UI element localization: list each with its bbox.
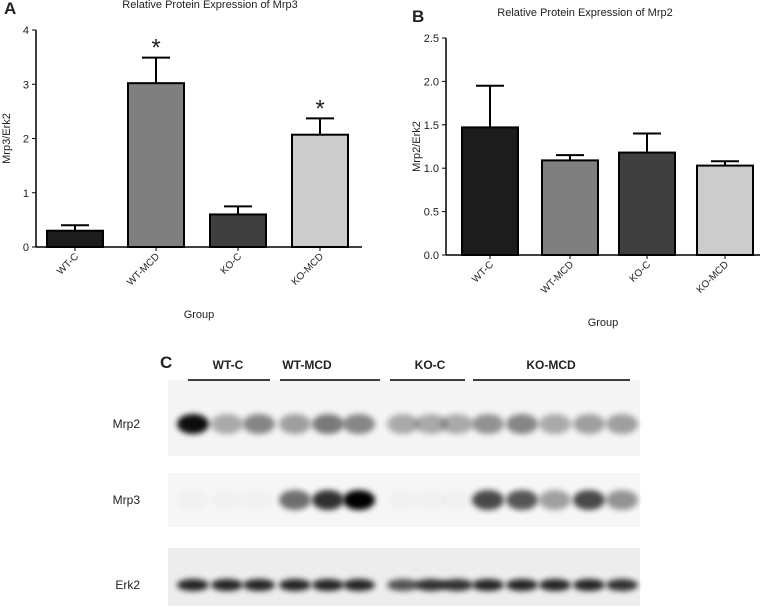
blot-band: [343, 414, 375, 434]
x-tick-label: WT-C: [55, 251, 81, 277]
group-label: KO-C: [415, 358, 446, 372]
blot-band: [415, 414, 447, 434]
panel-label: A: [4, 0, 16, 18]
bar: [291, 133, 349, 248]
x-axis-label: Group: [588, 317, 619, 329]
significance-mark: *: [315, 95, 324, 122]
y-axis-label: Mrp3/Erk2: [1, 113, 13, 164]
y-tick-label: 0.5: [424, 207, 439, 219]
blot-band: [211, 414, 243, 434]
blot-band: [573, 490, 605, 510]
blot-band: [539, 490, 571, 510]
blot-band: [387, 490, 419, 510]
y-tick-label: 2.0: [424, 76, 439, 88]
y-tick-label: 0: [23, 242, 29, 254]
y-tick-label: 3: [23, 79, 29, 91]
blot-band: [279, 490, 311, 510]
blot-band: [441, 579, 473, 591]
x-tick-label: WT-MCD: [125, 251, 162, 288]
bar: [209, 213, 267, 248]
blot-band: [312, 414, 344, 434]
blot-band: [506, 414, 538, 434]
blot-band: [387, 414, 419, 434]
bar: [696, 164, 754, 256]
blot-band: [343, 490, 375, 510]
y-tick-label: 0.0: [424, 250, 439, 262]
blot-strip: [168, 548, 640, 606]
blot-band: [415, 579, 447, 591]
blot-band: [312, 490, 344, 510]
bar: [618, 151, 676, 257]
blot-band: [243, 579, 275, 591]
x-axis-label: Group: [184, 309, 215, 321]
bar: [127, 82, 185, 249]
blot-band: [472, 579, 504, 591]
blot-band: [506, 579, 538, 591]
y-tick-label: 1.5: [424, 120, 439, 132]
blot-band: [279, 579, 311, 591]
row-label: Mrp3: [113, 493, 141, 507]
blot-band: [472, 490, 504, 510]
blot-band: [279, 414, 311, 434]
blot-band: [606, 579, 638, 591]
blot-band: [243, 414, 275, 434]
bar: [541, 159, 599, 256]
bar: [461, 126, 519, 256]
blot-band: [211, 490, 243, 510]
blot-band: [177, 414, 209, 434]
y-tick-label: 2: [23, 134, 29, 146]
group-label: WT-MCD: [282, 358, 332, 372]
western-blot: WT-C WT-MCD KO-C KO-MCD Mrp2 Mrp3 Erk2: [113, 358, 640, 606]
row-label: Mrp2: [113, 417, 141, 431]
y-axis-label: Mrp2/Erk2: [411, 121, 423, 172]
x-tick-label: WT-C: [470, 259, 496, 285]
x-tick-label: KO-C: [628, 259, 653, 284]
blot-band: [606, 414, 638, 434]
x-tick-label: KO-MCD: [695, 259, 731, 295]
blot-band: [539, 414, 571, 434]
blot-band: [573, 414, 605, 434]
row-label: Erk2: [115, 578, 140, 592]
x-tick-label: WT-MCD: [539, 259, 576, 296]
blot-band: [343, 579, 375, 591]
blot-band: [506, 490, 538, 510]
blot-band: [472, 414, 504, 434]
blot-band: [312, 579, 344, 591]
panel-label: B: [412, 7, 424, 26]
blot-band: [573, 579, 605, 591]
x-tick-label: KO-C: [219, 251, 244, 276]
blot-band: [243, 490, 275, 510]
x-tick-label: KO-MCD: [290, 251, 326, 287]
blot-band: [441, 414, 473, 434]
panel-label: C: [160, 353, 172, 372]
bar: [46, 229, 104, 249]
blot-band: [606, 490, 638, 510]
blot-band: [539, 579, 571, 591]
group-label: WT-C: [213, 358, 244, 372]
chart-title: Relative Protein Expression of Mrp3: [122, 0, 297, 11]
blot-band: [177, 579, 209, 591]
group-label: KO-MCD: [526, 358, 576, 372]
blot-band: [177, 490, 209, 510]
blot-band: [387, 579, 419, 591]
y-tick-label: 4: [23, 25, 29, 37]
blot-band: [441, 490, 473, 510]
y-tick-label: 2.5: [424, 33, 439, 45]
y-tick-label: 1: [23, 188, 29, 200]
y-tick-label: 1.0: [424, 163, 439, 175]
chart-title: Relative Protein Expression of Mrp2: [497, 7, 672, 19]
significance-mark: *: [151, 35, 160, 62]
blot-band: [211, 579, 243, 591]
